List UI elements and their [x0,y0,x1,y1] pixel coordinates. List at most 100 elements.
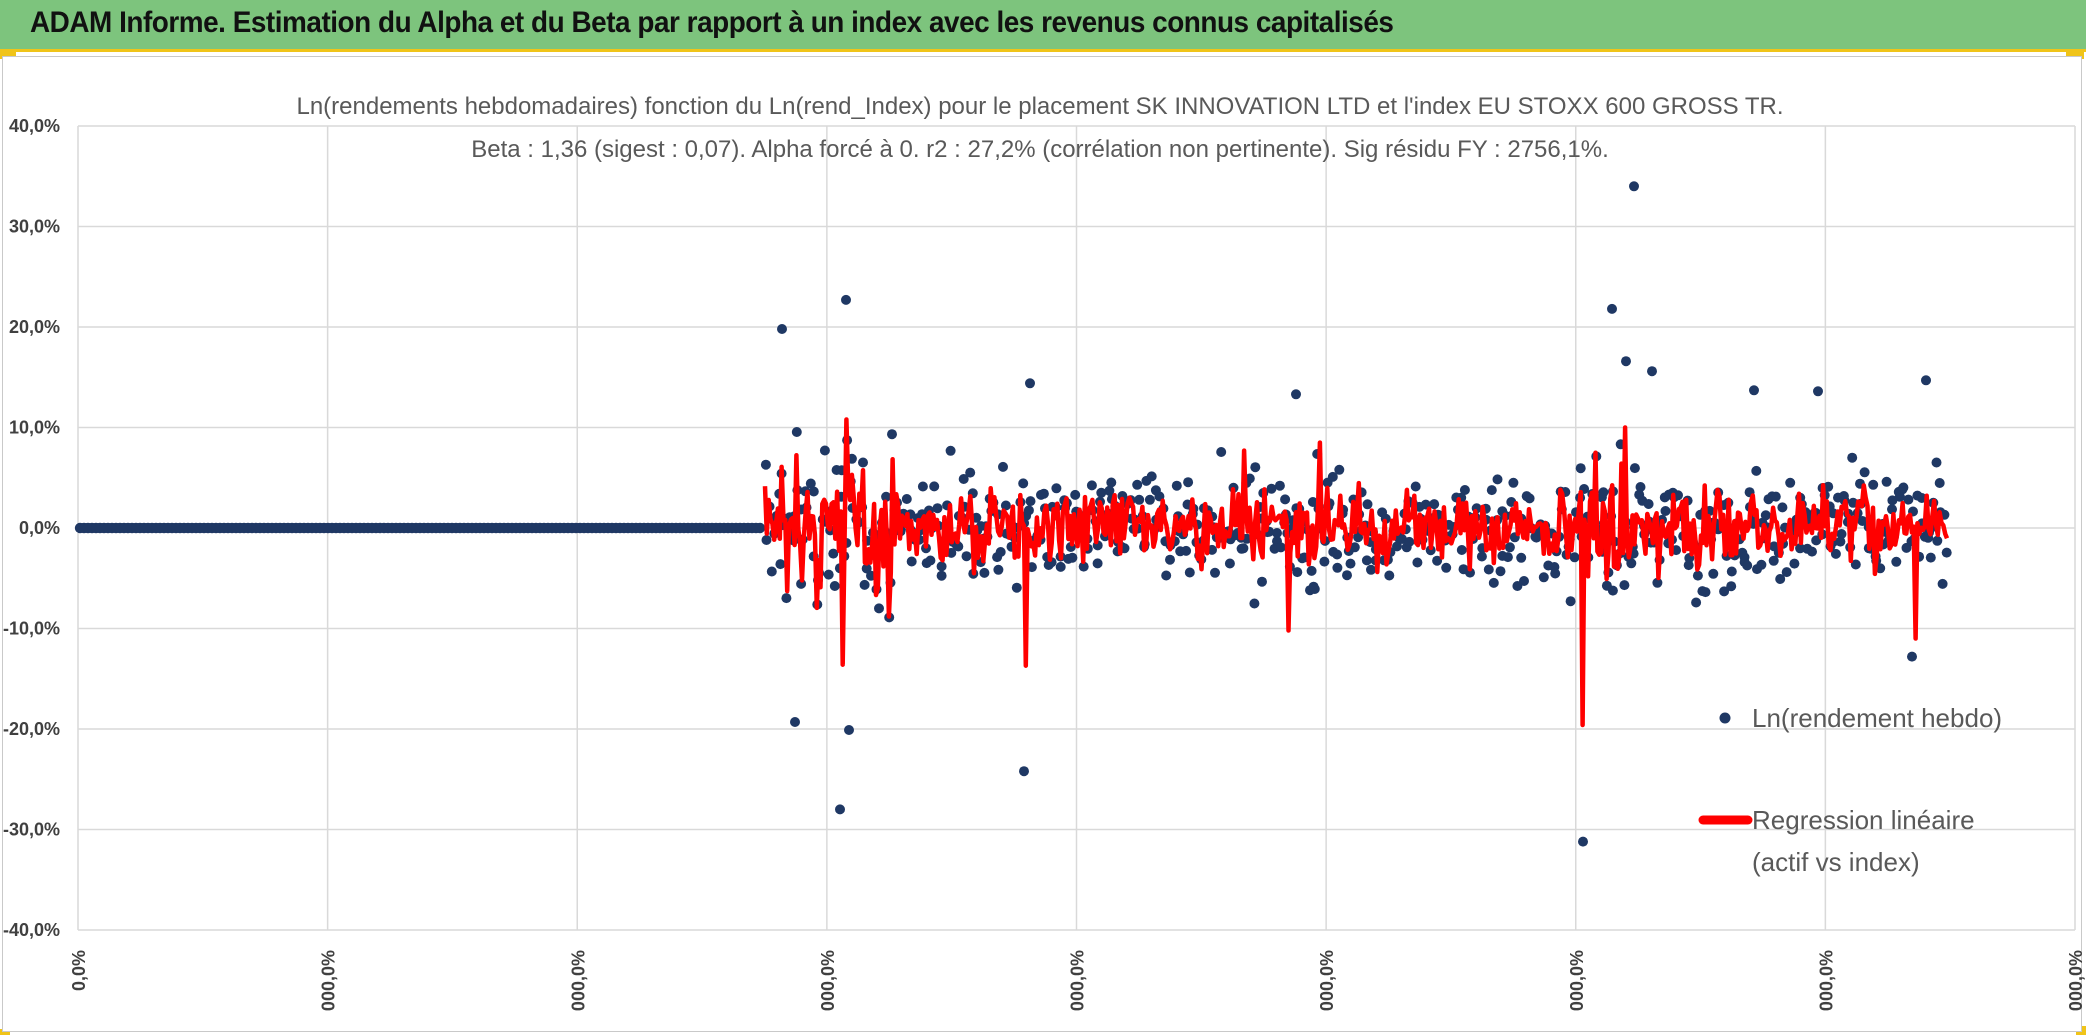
data-point [979,567,990,578]
data-point [1038,488,1049,499]
chart-subtitle: Beta : 1,36 (sigest : 0,07). Alpha forcé… [471,136,1609,163]
data-point [1847,452,1858,463]
data-point [1508,477,1519,488]
data-point [1719,586,1730,597]
data-point [1309,584,1320,594]
data-point [917,481,928,492]
data-point [805,478,816,489]
data-point [1626,558,1637,569]
data-point [1144,494,1155,505]
data-point [1092,558,1103,569]
data-point [906,556,917,567]
data-point [1836,529,1847,539]
data-point [1086,480,1097,491]
legend-marker-points [1719,712,1731,724]
data-point [1785,477,1796,488]
data-point [1171,480,1182,491]
data-point [1488,577,1499,588]
x-tick-label: 000,0% [1317,950,1337,1011]
data-point [1216,447,1227,457]
data-point [1104,485,1115,496]
data-point [929,481,940,492]
regression-line [762,417,1950,728]
data-point [1275,542,1286,553]
data-point [1749,385,1759,396]
y-tick-label: -30,0% [3,820,60,840]
data-point [790,717,800,727]
data-point [1292,567,1303,578]
data-point [1306,565,1317,576]
data-point [1366,564,1376,575]
data-point [1756,559,1767,570]
data-point [835,804,845,815]
series-regression [762,417,1950,728]
data-point [1857,516,1868,526]
data-point [808,486,819,497]
data-point [1146,471,1157,482]
data-point [1432,555,1443,566]
data-point [781,593,792,604]
data-point [1578,836,1588,847]
data-point [754,522,766,534]
data-point [1891,556,1902,567]
data-point [1504,542,1515,553]
data-point [932,503,943,514]
data-point [936,570,947,581]
data-point [958,474,969,484]
data-point [1726,581,1737,592]
data-point [1742,560,1753,571]
data-point [1835,536,1846,547]
y-tick-label: 30,0% [9,217,60,237]
data-point [1643,499,1654,509]
data-point [819,445,830,456]
data-point [1830,548,1841,559]
data-point [1272,528,1282,538]
data-point [841,294,851,305]
report-title: ADAM Informe. Estimation du Alpha et du … [30,6,1394,39]
legend: Ln(rendement hebdo) Regression linéaire … [1698,703,2002,877]
data-point [1629,463,1640,474]
data-point [1524,493,1535,504]
data-point [1392,541,1402,552]
data-point [1903,494,1914,505]
data-point [1607,585,1618,596]
data-point [1925,552,1936,563]
data-point [1941,547,1952,558]
data-point [1823,481,1834,492]
data-point [1607,303,1617,314]
data-point [887,429,897,440]
data-point [777,324,787,334]
data-point [1811,535,1822,546]
data-point [1459,485,1470,495]
corner-marker-bottom-left [0,1029,10,1035]
data-point [1210,567,1220,578]
data-point [1456,545,1467,555]
data-point [775,559,786,570]
data-point [936,561,947,572]
data-point [828,548,839,559]
data-point [1629,181,1639,192]
data-point [1307,497,1318,507]
legend-label-regression-1: Regression linéaire [1752,805,1975,835]
data-point [1502,552,1513,563]
data-point [1598,487,1609,498]
data-point [861,563,872,574]
data-point [823,569,834,580]
data-point [829,581,840,591]
data-point [1183,477,1194,488]
data-point [1161,570,1172,581]
data-point [1619,580,1630,591]
data-point [1937,578,1948,589]
data-point [1019,766,1029,777]
data-point [965,467,976,478]
data-point [1412,557,1423,568]
x-tick-label: 000,0% [568,950,588,1011]
data-point [1569,552,1580,563]
data-point [1018,478,1029,489]
data-point [1775,574,1786,584]
data-point [1096,487,1107,498]
x-tick-label: 000,0% [2066,950,2086,1011]
data-point [1067,552,1078,563]
data-point [1078,561,1089,572]
